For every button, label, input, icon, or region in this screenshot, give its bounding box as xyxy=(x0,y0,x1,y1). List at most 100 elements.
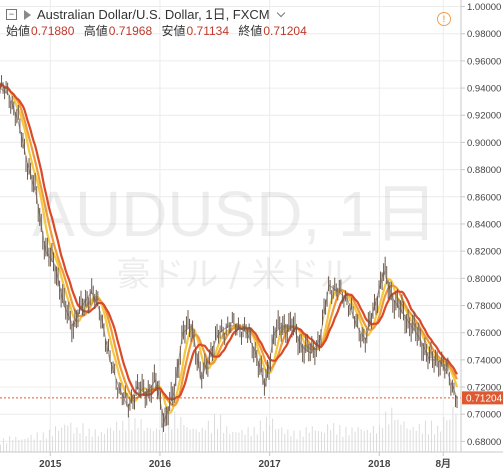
volume-bar xyxy=(244,434,246,452)
volume-bar xyxy=(48,429,50,452)
volume-bar xyxy=(357,427,359,452)
watermark-symbol: AUDUSD, 1日 xyxy=(32,178,437,250)
volume-bar xyxy=(162,423,164,452)
volume-bar xyxy=(15,436,17,452)
volume-bar xyxy=(305,427,307,452)
x-tick-label: 2015 xyxy=(39,459,62,470)
volume-bar xyxy=(259,420,261,452)
volume-bar xyxy=(223,432,225,452)
alert-icon[interactable]: ! xyxy=(437,12,451,26)
volume-bar xyxy=(281,427,283,452)
volume-bar xyxy=(70,422,72,452)
volume-bar xyxy=(314,430,316,452)
collapse-box-icon[interactable]: − xyxy=(6,9,17,20)
volume-bar xyxy=(140,419,142,452)
volume-bar xyxy=(94,429,96,452)
volume-bar xyxy=(21,439,23,452)
volume-bar xyxy=(113,430,115,452)
high-value: 0.71968 xyxy=(108,24,153,38)
volume-bar xyxy=(302,436,304,452)
volume-bar xyxy=(253,426,255,452)
volume-bar xyxy=(256,434,258,452)
volume-bar xyxy=(134,418,136,452)
volume-bar xyxy=(64,424,66,452)
volume-bar xyxy=(76,427,78,452)
volume-bar xyxy=(201,427,203,452)
volume-bar xyxy=(336,434,338,452)
x-axis[interactable]: 2015 2016 2017 2018 8月 xyxy=(39,452,451,470)
volume-bar xyxy=(39,440,41,452)
volume-bar xyxy=(275,429,277,452)
volume-bar xyxy=(220,414,222,452)
volume-bar xyxy=(272,418,274,452)
volume-bar xyxy=(168,411,170,452)
volume-bar xyxy=(183,425,185,452)
y-tick-label: 0.74000 xyxy=(467,355,501,366)
volume-bar xyxy=(229,434,231,452)
volume-bar xyxy=(342,436,344,452)
volume-bar xyxy=(333,422,335,452)
volume-bar xyxy=(88,428,90,452)
volume-bar xyxy=(73,433,75,452)
close-value: 0.71204 xyxy=(263,24,307,38)
volume-bar xyxy=(55,426,57,452)
volume-bar xyxy=(431,420,433,452)
volume-bar xyxy=(455,413,457,452)
price-layer xyxy=(0,75,458,432)
volume-bar xyxy=(379,425,381,452)
watermark: AUDUSD, 1日 豪ドル / 米ドル xyxy=(32,178,437,295)
y-tick-label: 1.00000 xyxy=(467,2,501,13)
volume-bar xyxy=(67,425,69,452)
volume-bar xyxy=(51,436,53,452)
volume-bar xyxy=(174,411,176,452)
x-tick-label: 2016 xyxy=(149,459,172,470)
symbol-title: Australian Dollar/U.S. Dollar, 1日, FXCM xyxy=(37,7,270,22)
open-label: 始値 xyxy=(6,24,31,38)
volume-bar xyxy=(354,431,356,452)
volume-bar xyxy=(339,425,341,452)
y-tick-label: 0.86000 xyxy=(467,192,501,203)
volume-bar xyxy=(382,428,384,452)
volume-bar xyxy=(299,430,301,452)
volume-bar xyxy=(82,423,84,452)
volume-bar xyxy=(284,433,286,452)
last-price-badge-text: 0.71204 xyxy=(466,393,503,404)
y-tick-label: 0.80000 xyxy=(467,274,501,285)
y-axis[interactable]: 1.00000 0.98000 0.96000 0.94000 0.92000 0.900… xyxy=(461,2,501,448)
volume-bar xyxy=(415,430,417,452)
volume-bar xyxy=(3,438,5,452)
volume-bar xyxy=(265,416,267,452)
volume-bar xyxy=(320,431,322,452)
volume-bar xyxy=(278,428,280,452)
volume-bar xyxy=(195,429,197,452)
y-tick-label: 0.92000 xyxy=(467,111,501,122)
chevron-down-icon[interactable] xyxy=(276,8,285,17)
y-tick-label: 0.94000 xyxy=(467,84,501,95)
volume-bar xyxy=(27,437,29,452)
volume-bar xyxy=(238,432,240,452)
volume-bar xyxy=(125,430,127,452)
volume-bar xyxy=(434,434,436,452)
legend-title-row: − Australian Dollar/U.S. Dollar, 1日, FXC… xyxy=(6,6,313,23)
last-price-badge: 0.71204 xyxy=(462,391,503,405)
volume-bar xyxy=(45,438,47,452)
volume-bar xyxy=(33,439,35,452)
volume-bar xyxy=(100,431,102,452)
volume-bar xyxy=(366,429,368,452)
volume-bar xyxy=(317,431,319,452)
volume-bar xyxy=(391,407,393,452)
volume-bar xyxy=(287,429,289,452)
legend: − Australian Dollar/U.S. Dollar, 1日, FXC… xyxy=(6,6,313,40)
volume-bar xyxy=(204,430,206,452)
volume-bar xyxy=(143,430,145,452)
y-tick-label: 0.68000 xyxy=(467,437,501,448)
volume-bar xyxy=(375,433,377,452)
volume-bar xyxy=(452,406,454,452)
volume-layer xyxy=(0,406,457,452)
y-tick-label: 0.84000 xyxy=(467,219,501,230)
volume-bar xyxy=(311,426,313,452)
volume-bar xyxy=(296,439,298,452)
y-tick-label: 0.78000 xyxy=(467,301,501,312)
